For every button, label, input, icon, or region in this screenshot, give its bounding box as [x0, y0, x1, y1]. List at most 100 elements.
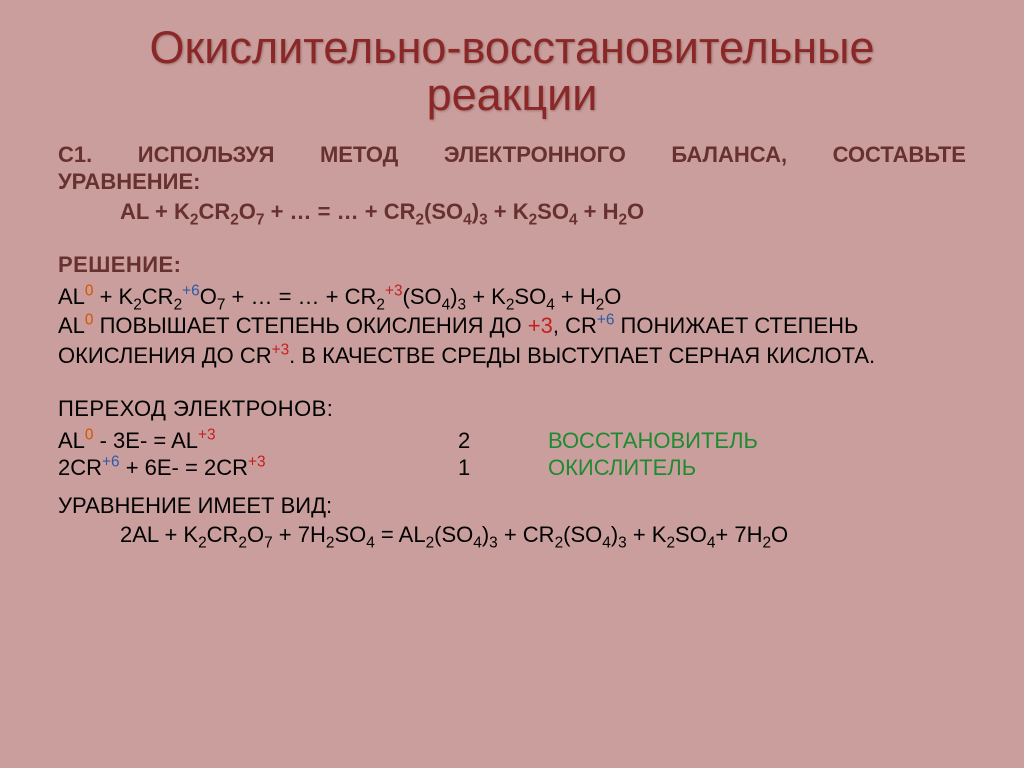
- eq-sub: 2: [426, 534, 435, 551]
- eq-text: CR: [142, 284, 174, 309]
- eq-sub: 2: [666, 534, 675, 551]
- eq-text: SO: [537, 199, 569, 224]
- electron-role: ВОССТАНОВИТЕЛЬ: [548, 427, 788, 455]
- eq-text: ПОНИЖАЕТ СТЕПЕНЬ: [614, 313, 858, 338]
- oxidation-equation: AL0 + K2CR2+6O7 + … = … + CR2+3(SO4)3 + …: [58, 283, 966, 311]
- eq-text: + K: [93, 284, 133, 309]
- eq-text: O: [200, 284, 217, 309]
- eq-sub: 4: [546, 296, 555, 313]
- task-line-1: С1. ИСПОЛЬЗУЯ МЕТОД ЭЛЕКТРОННОГО БАЛАНСА…: [58, 141, 966, 169]
- eq-text: O: [627, 199, 644, 224]
- eq-sup: +6: [182, 282, 200, 299]
- eq-sub: 4: [473, 534, 482, 551]
- eq-text: AL: [58, 428, 85, 453]
- eq-text: ): [450, 284, 457, 309]
- spacer: [58, 371, 966, 381]
- spacer: [58, 227, 966, 237]
- eq-text: + H: [578, 199, 619, 224]
- eq-sub: 3: [618, 534, 627, 551]
- eq-text: + 7H: [273, 522, 326, 547]
- eq-sup: +3: [198, 426, 216, 443]
- eq-sub: 3: [458, 296, 467, 313]
- electron-half-reaction: AL0 - 3E- = AL+3: [58, 427, 458, 455]
- task-word-3: ЭЛЕКТРОННОГО: [444, 142, 626, 167]
- eq-text: ): [472, 199, 479, 224]
- slide-title: Окислительно-восстановительные реакции: [58, 24, 966, 119]
- task-word-5: СОСТАВЬТЕ: [833, 142, 966, 167]
- source-equation: AL + K2CR2O7 + … = … + CR2(SO4)3 + K2SO4…: [58, 198, 966, 226]
- title-line-1: Окислительно-восстановительные: [150, 22, 875, 73]
- eq-text: CR: [198, 199, 230, 224]
- eq-sub: 7: [264, 534, 273, 551]
- eq-text: O: [247, 522, 264, 547]
- eq-text: ПОВЫШАЕТ СТЕПЕНЬ ОКИСЛЕНИЯ ДО: [93, 313, 527, 338]
- task-word-1: ИСПОЛЬЗУЯ: [138, 142, 275, 167]
- task-word-4: БАЛАНСА,: [671, 142, 787, 167]
- eq-sub: 3: [489, 534, 498, 551]
- eq-sub: 2: [133, 296, 142, 313]
- eq-text: + … = … + CR: [264, 199, 415, 224]
- final-equation: 2AL + K2CR2O7 + 7H2SO4 = AL2(SO4)3 + CR2…: [58, 521, 966, 549]
- eq-text: (SO: [434, 522, 473, 547]
- eq-text: + H: [555, 284, 596, 309]
- eq-text: - 3E- = AL: [93, 428, 198, 453]
- electron-multiplier: 2: [458, 427, 548, 455]
- eq-text: AL: [58, 284, 85, 309]
- electron-table: AL0 - 3E- = AL+3 2 ВОССТАНОВИТЕЛЬ 2CR+6 …: [58, 427, 788, 482]
- eq-text: CR: [207, 522, 239, 547]
- eq-text: 2CR: [58, 455, 102, 480]
- eq-sup: +3: [248, 454, 266, 471]
- task-word-2: МЕТОД: [320, 142, 398, 167]
- electrons-heading: ПЕРЕХОД ЭЛЕКТРОНОВ:: [58, 395, 966, 423]
- explain-line-2: ОКИСЛЕНИЯ ДО CR+3. В КАЧЕСТВЕ СРЕДЫ ВЫСТ…: [58, 342, 966, 370]
- eq-sup: +3: [385, 282, 403, 299]
- eq-sub: 4: [442, 296, 451, 313]
- eq-text: (SO: [403, 284, 442, 309]
- eq-text: (SO: [563, 522, 602, 547]
- eq-sup: +6: [102, 454, 120, 471]
- eq-text: , CR: [553, 313, 597, 338]
- eq-text: AL: [58, 313, 85, 338]
- electron-row: AL0 - 3E- = AL+3 2 ВОССТАНОВИТЕЛЬ: [58, 427, 788, 455]
- eq-sub: 2: [596, 296, 605, 313]
- eq-sub: 2: [415, 211, 424, 228]
- task-prefix: С1.: [58, 142, 92, 167]
- eq-sub: 4: [463, 211, 472, 228]
- eq-sub: 2: [174, 296, 183, 313]
- slide-body: С1. ИСПОЛЬЗУЯ МЕТОД ЭЛЕКТРОННОГО БАЛАНСА…: [58, 141, 966, 549]
- eq-text: +3: [528, 313, 553, 338]
- eq-sub: 2: [198, 534, 207, 551]
- eq-text: = AL: [375, 522, 426, 547]
- eq-text: + 6E- = 2CR: [120, 455, 248, 480]
- eq-sub: 2: [618, 211, 627, 228]
- final-heading: УРАВНЕНИЕ ИМЕЕТ ВИД:: [58, 492, 966, 520]
- electron-role: ОКИСЛИТЕЛЬ: [548, 454, 788, 482]
- explain-line-1: AL0 ПОВЫШАЕТ СТЕПЕНЬ ОКИСЛЕНИЯ ДО +3, CR…: [58, 312, 966, 340]
- title-line-2: реакции: [427, 69, 598, 120]
- eq-text: (SO: [424, 199, 463, 224]
- eq-text: SO: [675, 522, 707, 547]
- eq-sub: 2: [238, 534, 247, 551]
- eq-text: . В КАЧЕСТВЕ СРЕДЫ ВЫСТУПАЕТ СЕРНАЯ КИСЛ…: [289, 343, 875, 368]
- eq-text: O: [604, 284, 621, 309]
- electron-half-reaction: 2CR+6 + 6E- = 2CR+3: [58, 454, 458, 482]
- eq-sub: 4: [569, 211, 578, 228]
- eq-text: AL + K: [120, 199, 190, 224]
- eq-sub: 4: [366, 534, 375, 551]
- eq-text: + CR: [498, 522, 555, 547]
- eq-text: SO: [514, 284, 546, 309]
- task-line-2: УРАВНЕНИЕ:: [58, 168, 966, 196]
- eq-text: + 7H: [715, 522, 762, 547]
- eq-sup: +3: [272, 341, 290, 358]
- electron-multiplier: 1: [458, 454, 548, 482]
- eq-sub: 4: [602, 534, 611, 551]
- eq-sup: +6: [597, 312, 615, 329]
- eq-sub: 2: [762, 534, 771, 551]
- solution-heading: РЕШЕНИЕ:: [58, 251, 966, 279]
- eq-text: + … = … + CR: [225, 284, 376, 309]
- eq-sub: 3: [479, 211, 488, 228]
- eq-sub: 2: [376, 296, 385, 313]
- eq-sub: 2: [555, 534, 564, 551]
- eq-text: ОКИСЛЕНИЯ ДО CR: [58, 343, 272, 368]
- eq-text: O: [771, 522, 788, 547]
